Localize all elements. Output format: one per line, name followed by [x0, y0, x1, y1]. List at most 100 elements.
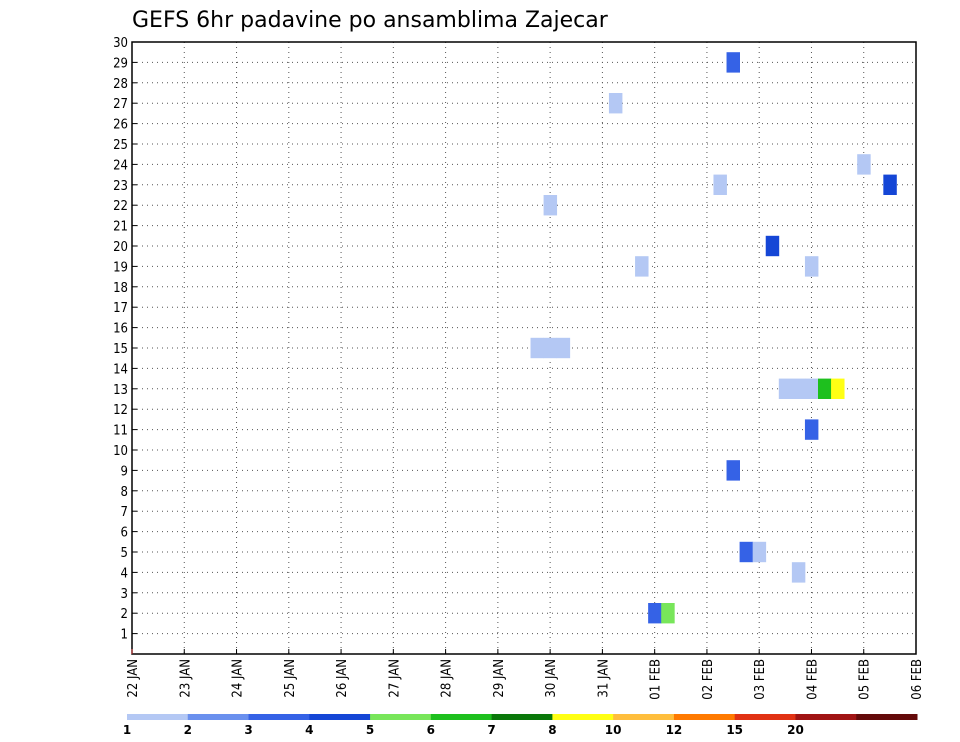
x-tick-label: 24 JAN	[231, 659, 246, 698]
precipitation-cell	[556, 337, 571, 359]
color-legend-swatch	[370, 714, 432, 720]
y-tick-label: 2	[121, 607, 128, 622]
precipitation-cell	[726, 460, 740, 481]
x-tick-label: 30 JAN	[544, 659, 559, 698]
color-legend-label: 10	[605, 723, 622, 737]
precipitation-cell	[857, 154, 871, 175]
x-tick-label: 26 JAN	[335, 659, 350, 698]
precipitation-cell	[818, 378, 832, 399]
x-axis: 22 JAN 23 JAN 24 JAN 25 JAN 26 JAN 27 JAN 28 J…	[126, 649, 925, 700]
color-legend-swatch	[248, 714, 310, 720]
color-legend-label: 20	[787, 723, 804, 737]
precipitation-cell	[726, 52, 740, 73]
precipitation-cell	[543, 195, 558, 216]
color-legend-swatch	[673, 714, 736, 720]
x-tick-label: 04 FEB	[805, 659, 820, 700]
y-tick-label: 10	[113, 444, 128, 459]
x-tick-label: 25 JAN	[283, 659, 298, 698]
precipitation-cell	[713, 174, 727, 195]
color-legend-label: 2	[184, 723, 192, 737]
precipitation-cell	[791, 562, 806, 583]
y-tick-label: 6	[121, 526, 128, 541]
precipitation-cell	[752, 541, 767, 563]
x-tick-label: 29 JAN	[492, 659, 507, 698]
y-tick-label: 7	[121, 505, 128, 520]
color-legend-swatch	[856, 714, 918, 720]
y-tick-label: 27	[113, 97, 128, 112]
y-tick-label: 21	[113, 220, 128, 235]
color-legend-swatch	[309, 714, 371, 720]
y-tick-label: 22	[113, 199, 128, 214]
y-tick-label: 16	[113, 322, 128, 337]
color-legend-swatch	[613, 714, 675, 720]
precipitation-cell	[804, 256, 819, 277]
precipitation-cell	[765, 235, 780, 257]
x-tick-label: 01 FEB	[649, 659, 664, 700]
grid-lines	[132, 42, 916, 654]
color-legend-bar: 1 2 3 4 5 6 7 8 10 12 15 20	[123, 714, 918, 737]
color-legend-label: 1	[123, 723, 131, 737]
y-tick-label: 13	[113, 383, 128, 398]
color-legend-label: 15	[726, 723, 743, 737]
color-legend-label: 12	[666, 723, 683, 737]
color-legend-swatch	[491, 714, 553, 720]
precipitation-cells	[530, 52, 897, 624]
x-tick-label: 28 JAN	[440, 659, 455, 698]
precipitation-cell	[804, 378, 819, 399]
x-tick-label: 23 JAN	[178, 659, 193, 698]
y-tick-label: 28	[113, 77, 128, 92]
color-legend-swatch	[795, 714, 857, 720]
y-tick-label: 26	[113, 118, 128, 133]
y-tick-label: 15	[113, 342, 128, 357]
y-tick-label: 8	[121, 485, 128, 500]
color-legend-swatch	[552, 714, 614, 720]
x-tick-label: 27 JAN	[387, 659, 402, 698]
precipitation-cell	[648, 603, 662, 624]
y-tick-label: 14	[113, 362, 128, 377]
precipitation-cell	[778, 378, 793, 399]
y-tick-label: 3	[121, 587, 128, 602]
y-tick-label: 4	[121, 566, 128, 581]
precipitation-cell	[530, 337, 544, 359]
y-tick-label: 23	[113, 179, 128, 194]
precipitation-cell	[608, 93, 623, 114]
y-tick-label: 17	[113, 301, 128, 316]
color-legend-swatch	[127, 714, 189, 720]
color-legend-swatch	[734, 714, 796, 720]
x-tick-label: 31 JAN	[596, 659, 611, 698]
color-legend-swatch	[430, 714, 493, 720]
y-tick-label: 18	[113, 281, 128, 296]
color-legend-label: 5	[366, 723, 374, 737]
color-legend-label: 8	[548, 723, 556, 737]
precipitation-cell	[661, 603, 675, 624]
y-tick-label: 30	[113, 36, 128, 51]
color-legend-label: 7	[487, 723, 495, 737]
precipitation-cell	[791, 378, 806, 399]
x-tick-label: 02 FEB	[701, 659, 716, 700]
y-tick-label: 9	[121, 464, 128, 479]
x-tick-label: 03 FEB	[753, 659, 768, 700]
color-legend-label: 3	[244, 723, 252, 737]
color-legend-label: 4	[305, 723, 313, 737]
x-tick-label: 05 FEB	[858, 659, 873, 700]
precipitation-cell	[804, 419, 819, 440]
precipitation-cell	[543, 337, 558, 359]
y-axis: 1234567891011121314151617181920212223242…	[113, 36, 137, 643]
chart-title: GEFS 6hr padavine po ansamblima Zajecar	[132, 8, 609, 33]
y-tick-label: 12	[113, 403, 128, 418]
y-tick-label: 19	[113, 260, 128, 275]
y-tick-label: 29	[113, 56, 128, 71]
y-tick-label: 25	[113, 138, 128, 153]
y-tick-label: 11	[113, 424, 128, 439]
precipitation-cell	[739, 541, 754, 563]
precipitation-cell	[831, 378, 845, 399]
x-tick-label: 06 FEB	[910, 659, 925, 700]
precipitation-cell	[635, 256, 649, 277]
y-tick-label: 20	[113, 240, 128, 255]
y-tick-label: 24	[113, 158, 128, 173]
color-legend-label: 6	[427, 723, 435, 737]
color-legend-swatch	[187, 714, 250, 720]
y-tick-label: 1	[121, 628, 128, 643]
x-tick-label: 22 JAN	[126, 659, 141, 698]
